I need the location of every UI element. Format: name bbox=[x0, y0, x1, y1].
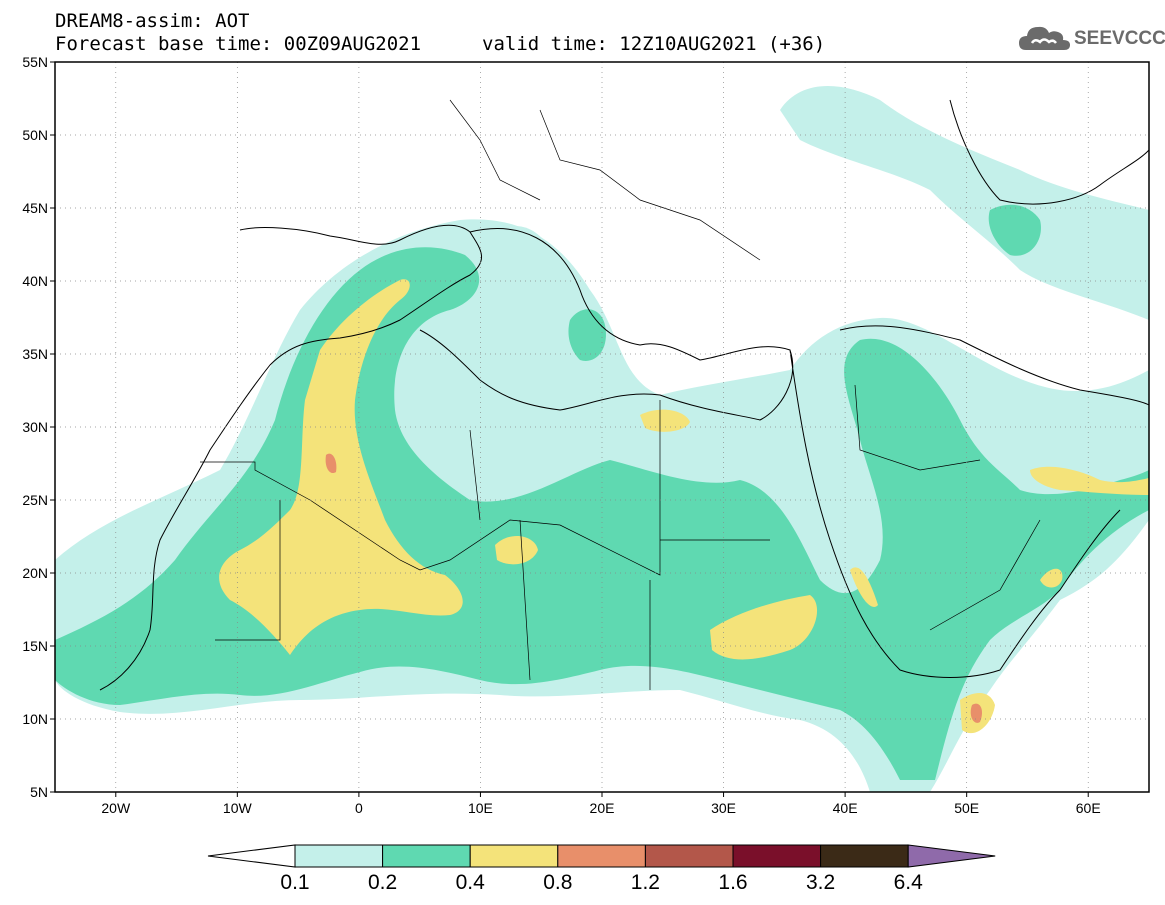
colorbar-label: 0.4 bbox=[456, 871, 486, 894]
logo-text: SEEVCCC bbox=[1074, 28, 1165, 49]
map-grid bbox=[55, 62, 1149, 792]
colorbar-box bbox=[820, 844, 909, 868]
colorbar-label: 0.2 bbox=[368, 871, 397, 894]
aot-contour-low bbox=[499, 226, 553, 293]
colorbar-label: 0.8 bbox=[543, 871, 572, 894]
lat-tick-label: 55N bbox=[22, 54, 48, 70]
aot-contour-high bbox=[495, 535, 538, 565]
country-borders bbox=[200, 99, 1041, 690]
colorbar-label: 1.6 bbox=[718, 871, 747, 894]
lat-tick-label: 30N bbox=[22, 419, 48, 435]
lat-tick-label: 35N bbox=[22, 346, 48, 362]
colorbar-box bbox=[732, 844, 822, 868]
colorbar-box bbox=[469, 844, 559, 868]
lat-tick-label: 25N bbox=[22, 492, 48, 508]
lon-tick-label: 40E bbox=[833, 800, 858, 816]
lon-tick-label: 0 bbox=[355, 800, 363, 816]
aot-contour-low bbox=[780, 86, 1149, 320]
seevccc-logo: SEEVCCC bbox=[1018, 23, 1165, 55]
lon-tick-label: 50E bbox=[954, 800, 979, 816]
lat-tick-label: 15N bbox=[22, 638, 48, 654]
colorbar-box bbox=[557, 844, 646, 868]
lon-tick-label: 20E bbox=[590, 800, 615, 816]
coastline bbox=[99, 99, 1149, 691]
lat-tick-label: 50N bbox=[22, 127, 48, 143]
lon-tick-label: 20W bbox=[101, 800, 131, 816]
colorbar-arrow-low bbox=[207, 844, 296, 868]
lon-tick-label: 10W bbox=[223, 800, 253, 816]
aot-contour-high bbox=[850, 567, 878, 607]
lat-tick-label: 10N bbox=[22, 711, 48, 727]
cloud-icon bbox=[1019, 26, 1070, 50]
colorbar-box bbox=[294, 844, 384, 868]
lat-tick-label: 40N bbox=[22, 273, 48, 289]
aot-contour-peak bbox=[970, 703, 983, 723]
aot-contour-peak bbox=[325, 453, 337, 474]
lon-tick-label: 30E bbox=[711, 800, 736, 816]
colorbar-label: 3.2 bbox=[806, 871, 835, 894]
aot-field bbox=[55, 62, 1149, 792]
lat-tick-label: 5N bbox=[30, 784, 48, 800]
aot-contour-high bbox=[1030, 466, 1149, 495]
map-ticks: 55N 50N 45N 40N 35N 30N 25N 20N 15N 10N 5N 20W 10W 0 1… bbox=[22, 54, 1100, 816]
map-title: DREAM8-assim: AOT bbox=[55, 10, 250, 32]
lat-tick-label: 45N bbox=[22, 200, 48, 216]
lon-tick-label: 10E bbox=[468, 800, 493, 816]
forecast-base-time: Forecast base time: 00Z09AUG2021 bbox=[55, 33, 422, 55]
colorbar-box bbox=[382, 844, 471, 868]
colorbar-label: 6.4 bbox=[894, 871, 924, 894]
colorbar: 0.1 0.2 0.4 0.8 1.2 1.6 3.2 6.4 bbox=[207, 844, 996, 894]
colorbar-arrow-high bbox=[907, 844, 996, 868]
lat-tick-label: 20N bbox=[22, 565, 48, 581]
colorbar-label: 0.1 bbox=[280, 871, 309, 894]
colorbar-label: 1.2 bbox=[631, 871, 660, 894]
aot-contour-high bbox=[640, 409, 690, 432]
valid-time: valid time: 12Z10AUG2021 (+36) bbox=[482, 33, 826, 55]
colorbar-box bbox=[644, 844, 734, 868]
lon-tick-label: 60E bbox=[1076, 800, 1101, 816]
aot-contour-mid bbox=[988, 204, 1041, 256]
aot-contour-mid bbox=[568, 309, 606, 361]
aot-contour-high bbox=[1040, 568, 1063, 588]
aot-contour-high bbox=[710, 595, 818, 660]
